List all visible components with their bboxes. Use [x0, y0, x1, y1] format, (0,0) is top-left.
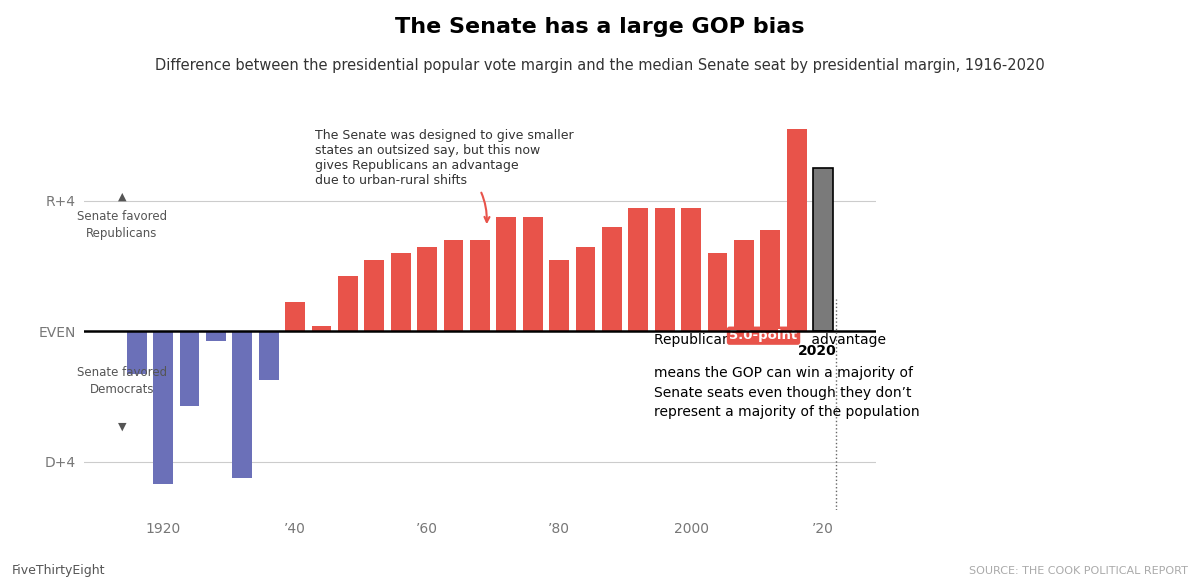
Text: Senate favored
Democrats: Senate favored Democrats: [77, 367, 167, 397]
Bar: [550, 260, 569, 331]
Text: advantage: advantage: [808, 332, 886, 347]
Bar: [523, 218, 542, 331]
Text: 5.0-point: 5.0-point: [730, 329, 798, 342]
Bar: [734, 240, 754, 331]
Bar: [497, 218, 516, 331]
Bar: [761, 230, 780, 331]
Text: The Senate was designed to give smaller
states an outsized say, but this now
giv: The Senate was designed to give smaller …: [314, 129, 574, 222]
Bar: [655, 208, 674, 331]
Text: Republicans’: Republicans’: [654, 332, 746, 347]
Bar: [391, 253, 410, 331]
Text: Senate favored
Republicans: Senate favored Republicans: [77, 210, 167, 240]
Bar: [470, 240, 490, 331]
Text: ▼: ▼: [118, 422, 126, 432]
Text: The Senate has a large GOP bias: The Senate has a large GOP bias: [395, 17, 805, 37]
Bar: [787, 129, 806, 331]
Text: 2020: 2020: [798, 345, 836, 358]
Bar: [127, 331, 146, 374]
Bar: [338, 276, 358, 331]
Text: ▲: ▲: [118, 191, 126, 201]
Bar: [180, 331, 199, 406]
Bar: [233, 331, 252, 478]
Bar: [576, 246, 595, 331]
Bar: [365, 260, 384, 331]
Bar: [154, 331, 173, 484]
Text: SOURCE: THE COOK POLITICAL REPORT: SOURCE: THE COOK POLITICAL REPORT: [970, 566, 1188, 576]
Text: means the GOP can win a majority of
Senate seats even though they don’t
represen: means the GOP can win a majority of Sena…: [654, 367, 920, 419]
Bar: [312, 327, 331, 331]
Bar: [206, 331, 226, 341]
Bar: [708, 253, 727, 331]
Text: FiveThirtyEight: FiveThirtyEight: [12, 564, 106, 577]
Text: Difference between the presidential popular vote margin and the median Senate se: Difference between the presidential popu…: [155, 58, 1045, 73]
Bar: [286, 302, 305, 331]
Bar: [418, 246, 437, 331]
Bar: [259, 331, 278, 380]
Bar: [814, 168, 833, 331]
Bar: [602, 227, 622, 331]
Bar: [444, 240, 463, 331]
Bar: [629, 208, 648, 331]
Bar: [682, 208, 701, 331]
